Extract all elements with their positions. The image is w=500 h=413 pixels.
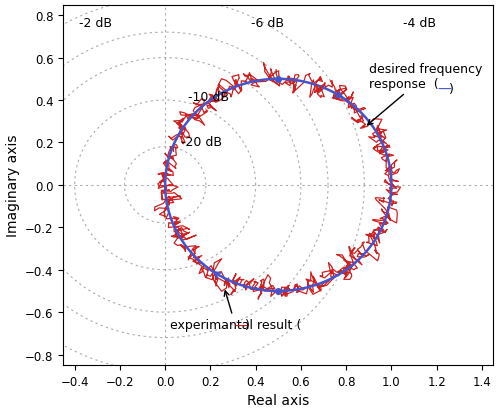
Y-axis label: Imaginary axis: Imaginary axis bbox=[6, 134, 20, 237]
Text: -6 dB: -6 dB bbox=[251, 17, 284, 30]
Text: -20 dB: -20 dB bbox=[181, 135, 222, 148]
Text: -2 dB: -2 dB bbox=[79, 17, 112, 30]
Text: -10 dB: -10 dB bbox=[188, 91, 229, 104]
Text: ): ) bbox=[246, 319, 250, 332]
X-axis label: Real axis: Real axis bbox=[247, 394, 310, 408]
Text: experimantal result (: experimantal result ( bbox=[170, 291, 301, 332]
Text: -4 dB: -4 dB bbox=[402, 17, 436, 30]
Text: desired frequency
response  (: desired frequency response ( bbox=[368, 63, 482, 126]
Text: ): ) bbox=[449, 83, 454, 96]
Text: —: — bbox=[234, 319, 248, 333]
Text: —: — bbox=[438, 83, 452, 97]
